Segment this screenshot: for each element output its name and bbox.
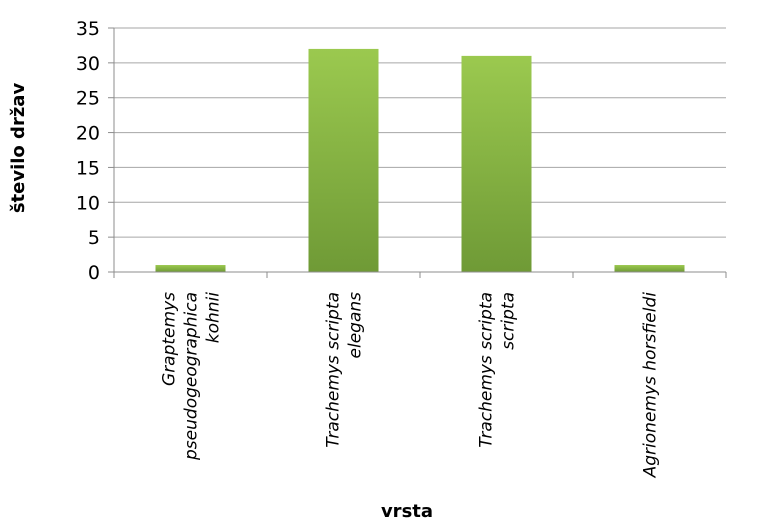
x-category-label-line: Trachemys scripta: [324, 292, 344, 448]
bar: [614, 265, 685, 272]
y-axis-title: število držav: [8, 83, 29, 214]
x-category-labels: Graptemys pseudogeographica kohnii Trachemy…: [160, 292, 661, 479]
x-category-label-line: pseudogeographica: [182, 292, 202, 461]
y-tick-label: 35: [76, 18, 100, 40]
x-category-label: Trachemys scripta scripta: [477, 292, 519, 448]
y-tick-label: 25: [76, 88, 100, 110]
bar: [308, 48, 379, 272]
bars: [155, 48, 685, 273]
x-category-label-line: scripta: [499, 292, 519, 350]
y-tick-label: 20: [76, 123, 100, 145]
y-tick-label: 10: [76, 192, 100, 214]
gridlines: [108, 27, 726, 273]
x-category-label: Trachemys scripta elegans: [324, 292, 366, 448]
x-category-label-line: Agrionemys horsfieldi: [641, 292, 661, 479]
x-category-label-line: elegans: [346, 292, 366, 359]
axes: [113, 28, 727, 278]
x-category-label-line: Graptemys: [160, 292, 180, 386]
x-category-label-line: Trachemys scripta: [477, 292, 497, 448]
y-tick-label: 15: [76, 157, 100, 179]
y-tick-label: 30: [76, 53, 100, 75]
bar: [461, 55, 532, 273]
y-tick-label: 5: [88, 227, 100, 249]
x-category-label-line: kohnii: [204, 292, 224, 344]
y-tick-label: 0: [88, 262, 100, 284]
x-axis-title: vrsta: [381, 501, 433, 521]
bar: [155, 265, 226, 272]
x-category-label: Graptemys pseudogeographica kohnii: [160, 292, 224, 461]
y-tick-labels: 0 5 10 15 20 25 30 35: [76, 18, 100, 284]
x-category-label: Agrionemys horsfieldi: [641, 292, 661, 479]
